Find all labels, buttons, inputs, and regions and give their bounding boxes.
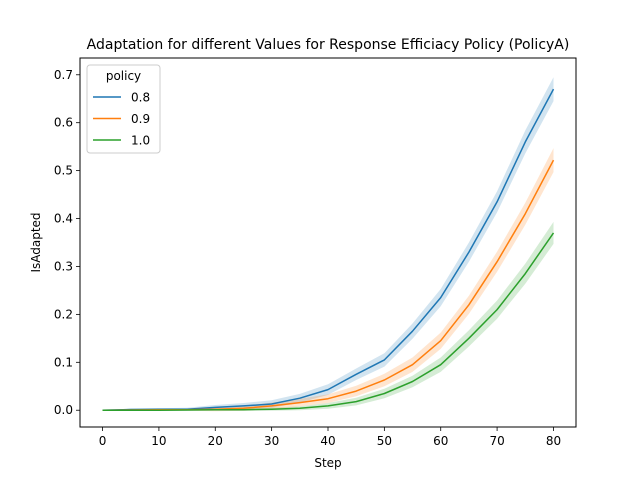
legend-title: policy [106, 69, 141, 83]
x-tick-label: 30 [264, 434, 279, 448]
x-tick-label: 50 [377, 434, 392, 448]
x-tick-label: 80 [546, 434, 561, 448]
y-tick-label: 0.4 [54, 212, 73, 226]
y-tick-label: 0.1 [54, 355, 73, 369]
x-tick-label: 70 [489, 434, 504, 448]
x-tick-label: 40 [320, 434, 335, 448]
y-tick-label: 0.3 [54, 259, 73, 273]
y-tick-label: 0.6 [54, 116, 73, 130]
legend-label-0.8: 0.8 [131, 91, 150, 105]
y-axis-label: IsAdapted [29, 212, 43, 272]
x-tick-label: 0 [99, 434, 107, 448]
y-axis-ticks: 0.0 0.1 0.2 0.3 0.4 0.5 0.6 0.7 [54, 68, 80, 417]
series-line-1.0 [102, 232, 555, 411]
confidence-bands [102, 77, 554, 412]
confidence-band-0.9 [102, 148, 554, 412]
confidence-band-1.0 [102, 221, 554, 411]
y-tick-label: 0.7 [54, 68, 73, 82]
y-tick-label: 0.0 [54, 403, 73, 417]
x-axis-ticks: 0 10 20 30 40 50 60 70 80 [99, 427, 561, 448]
x-tick-label: 10 [151, 434, 166, 448]
x-tick-label: 20 [208, 434, 223, 448]
legend-label-1.0: 1.0 [131, 134, 150, 148]
chart-title: Adaptation for different Values for Resp… [87, 37, 570, 53]
legend: policy 0.8 0.9 1.0 [86, 64, 161, 154]
legend-label-0.9: 0.9 [131, 112, 150, 126]
y-tick-label: 0.5 [54, 164, 73, 178]
legend-box [86, 64, 161, 154]
y-tick-label: 0.2 [54, 307, 73, 321]
x-axis-label: Step [314, 456, 341, 470]
series-lines [102, 88, 555, 411]
x-tick-label: 60 [433, 434, 448, 448]
legend-items: 0.8 0.9 1.0 [93, 91, 150, 148]
